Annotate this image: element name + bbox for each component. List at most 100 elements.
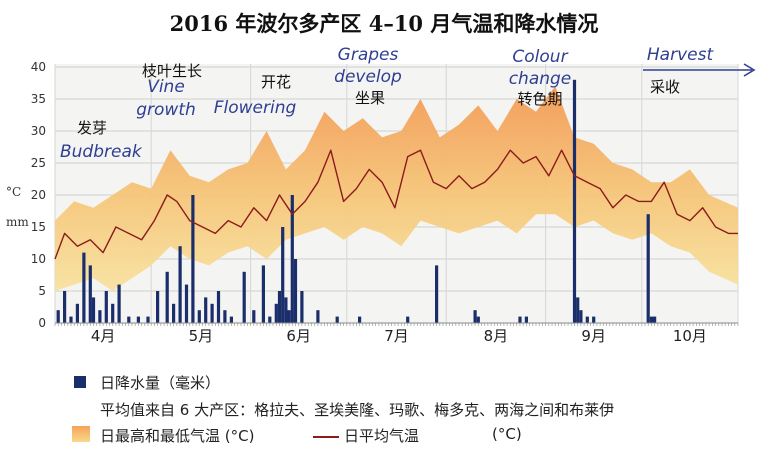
x-tick-label: 8月 [484, 327, 509, 345]
rain-bar [98, 310, 102, 323]
temp-band-legend-swatch [72, 426, 90, 442]
rain-bar [290, 195, 294, 323]
rain-bar [210, 303, 214, 323]
avg-temp-legend-label: 日平均气温 [344, 427, 420, 445]
source-note: 平均值来自 6 大产区：格拉夫、圣埃美隆、玛歌、梅多克、两海之间和布莱伊 [100, 401, 615, 419]
rain-bar [75, 303, 79, 323]
stage-label-en: Grapes [338, 45, 399, 65]
rain-bar [104, 291, 108, 323]
avg-temp-legend-unit: (°C) [492, 425, 522, 443]
rain-bar [518, 316, 522, 323]
stage-label-en: growth [136, 100, 196, 120]
y-tick-label: 5 [38, 284, 46, 298]
y-tick-label: 10 [31, 252, 46, 266]
rain-bar [63, 291, 67, 323]
rain-bar [111, 303, 115, 323]
temp-band-legend-label: 日最高和最低气温 (°C) [100, 427, 255, 445]
rain-bar [252, 310, 256, 323]
x-tick-label: 6月 [286, 327, 311, 345]
rain-legend-swatch [74, 376, 86, 388]
rain-bar [473, 310, 477, 323]
stage-label-en: Budbreak [60, 142, 143, 162]
rain-bar [69, 316, 73, 323]
x-tick-label: 4月 [91, 327, 116, 345]
stage-label-zh: 转色期 [517, 90, 562, 108]
y-tick-label: 20 [31, 188, 46, 202]
y-tick-label: 25 [31, 156, 46, 170]
x-tick-label: 7月 [384, 327, 409, 345]
y-tick-label: 35 [31, 92, 46, 106]
stage-label-en: Flowering [214, 98, 297, 118]
rain-bar [576, 297, 580, 323]
stage-label-en: Colour [512, 47, 568, 67]
stage-label-en: Harvest [647, 45, 715, 65]
rain-bar [358, 316, 362, 323]
harvest-arrow-head [743, 63, 756, 77]
rain-bar [136, 316, 140, 323]
rain-bar [435, 265, 439, 323]
rain-bar [172, 303, 176, 323]
y-axis-label-temp: °C [6, 185, 21, 199]
rain-bar [335, 316, 339, 323]
y-tick-label: 15 [31, 220, 46, 234]
rain-bar [274, 303, 278, 323]
rain-bar [223, 310, 227, 323]
rain-bar [281, 227, 285, 323]
rain-bar [653, 316, 657, 323]
rain-bar [156, 291, 160, 323]
temp-band-area [55, 86, 738, 291]
x-tick-label: 9月 [581, 327, 606, 345]
rain-bar [184, 284, 189, 323]
chart-title: 2016 年波尔多产区 4–10 月气温和降水情况 [169, 11, 599, 36]
rain-bar [649, 316, 653, 323]
rain-bar [316, 310, 320, 323]
rain-bar [127, 316, 131, 323]
rain-bar [406, 316, 410, 323]
rain-bar [592, 316, 596, 323]
rain-bar [585, 316, 589, 323]
rain-bar [277, 291, 282, 323]
rain-bar [476, 316, 480, 323]
rain-bar [284, 297, 288, 323]
avg-temp-line [54, 149, 738, 260]
rain-bar [82, 252, 86, 323]
stage-label-zh: 坐果 [355, 89, 385, 107]
x-tick-label: 5月 [189, 327, 214, 345]
rain-bar [204, 297, 208, 323]
rain-bar [572, 79, 577, 323]
stage-label-zh: 采收 [650, 78, 680, 96]
stage-label-zh: 枝叶生长 [142, 62, 202, 80]
rain-bar [146, 316, 150, 323]
avg-temp-legend-swatch [313, 436, 339, 438]
rain-bar [117, 284, 121, 323]
stage-label-zh: 开花 [261, 73, 291, 91]
rain-bar [197, 310, 201, 323]
y-tick-label: 30 [31, 124, 46, 138]
y-axis-label-rain: mm [6, 215, 29, 229]
rain-bar [293, 259, 298, 323]
rain-bar [261, 265, 265, 323]
rain-bar [216, 291, 221, 323]
stage-label-en: develop [334, 67, 402, 87]
rain-bar [242, 271, 246, 323]
rain-bar [229, 316, 233, 323]
stage-label-en: change [509, 69, 572, 89]
stage-label-en: Vine [147, 77, 185, 97]
rain-legend-label: 日降水量（毫米） [100, 374, 221, 392]
rain-bar [178, 246, 182, 323]
y-tick-label: 40 [31, 60, 46, 74]
rain-bar [300, 291, 304, 323]
rain-bar [524, 316, 528, 323]
rain-bar [287, 310, 291, 323]
rain-bar [579, 310, 583, 323]
rain-bar [165, 271, 169, 323]
rain-bar [268, 316, 272, 323]
rain-bar [56, 310, 60, 323]
x-tick-label: 10月 [673, 327, 707, 345]
rain-bar [646, 214, 650, 323]
y-tick-label: 0 [38, 316, 46, 330]
stage-label-zh: 发芽 [77, 119, 107, 137]
rain-bar [191, 195, 195, 323]
rain-bar [88, 265, 92, 323]
